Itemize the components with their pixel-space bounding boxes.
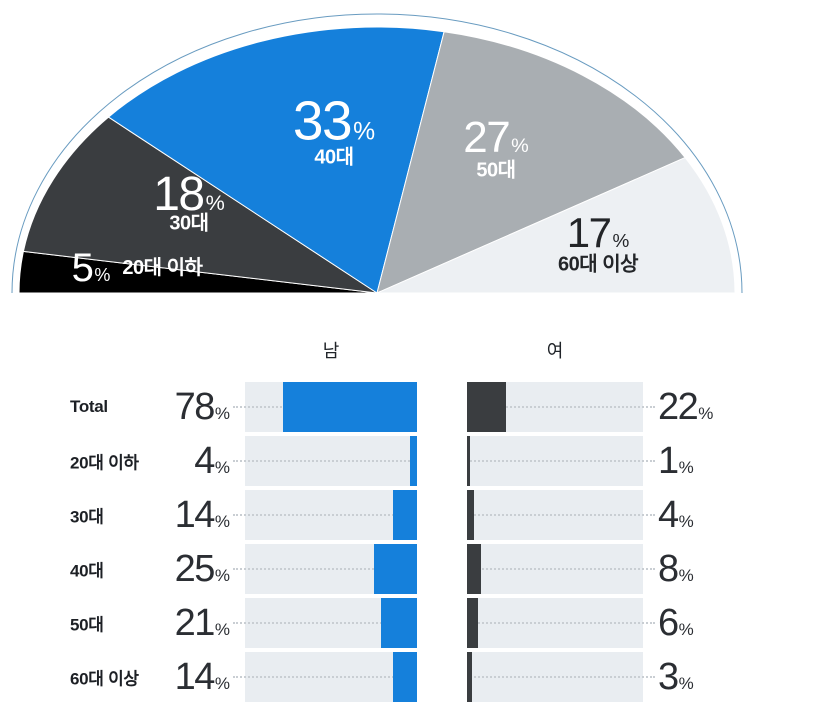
bar-row-3: 40대 25% 8%	[0, 544, 827, 594]
female-bar	[467, 436, 470, 486]
pie-outline-arc	[11, 13, 743, 294]
female-dotted-gridline	[467, 568, 655, 570]
age-distribution-half-pie: 5% 20대 이하 18% 30대 33% 40대 27% 50대 17% 60대 이상	[0, 0, 827, 335]
male-dotted-gridline	[233, 676, 417, 678]
pie-slice-category-group: 40대	[314, 146, 354, 169]
pie-slice-category-group: 60대 이상	[557, 253, 639, 276]
bar-row-4: 50대 21% 6%	[0, 598, 827, 648]
bar-row-2: 30대 14% 4%	[0, 490, 827, 540]
male-value-label: 4%	[194, 440, 230, 482]
male-unit-label: %	[214, 566, 230, 585]
female-unit-label: %	[678, 566, 694, 585]
pie-category-label: 60대 이상	[557, 253, 639, 276]
row-category-label: Total	[70, 397, 108, 416]
female-bar	[467, 598, 478, 648]
pie-unit-label: %	[205, 190, 225, 215]
male-value-label: 25%	[174, 548, 230, 590]
row-category-label: 40대	[70, 561, 104, 581]
pie-slice-value-group: 33%	[293, 93, 375, 149]
female-unit-label: %	[678, 674, 694, 693]
female-dotted-gridline	[467, 676, 655, 678]
female-value-label: 6%	[658, 602, 694, 644]
male-unit-label: %	[214, 620, 230, 639]
pie-value-label: 18%	[153, 168, 225, 221]
female-dotted-gridline	[467, 406, 655, 408]
pie-category-label: 40대	[314, 146, 354, 169]
pie-slice-category-group: 50대	[476, 159, 516, 182]
male-unit-label: %	[214, 674, 230, 693]
male-bar	[374, 544, 417, 594]
male-value-label: 14%	[174, 656, 230, 698]
female-dotted-gridline	[467, 514, 655, 516]
pie-wedge-4	[376, 156, 736, 294]
female-value-label: 1%	[658, 440, 694, 482]
male-dotted-gridline	[233, 568, 417, 570]
female-dotted-gridline	[467, 622, 655, 624]
pie-slice-value-group: 27%	[463, 116, 529, 160]
pie-unit-label: %	[612, 231, 630, 252]
male-column-header: 남	[322, 341, 340, 361]
bar-row-1: 20대 이하 4% 1%	[0, 436, 827, 486]
pie-slice-label-group: 5% 20대 이하	[72, 248, 203, 288]
pie-value-label: 33%	[292, 89, 376, 152]
male-bar	[392, 490, 417, 540]
bar-row-5: 60대 이상 14% 3%	[0, 652, 827, 702]
male-unit-label: %	[214, 404, 230, 423]
pie-category-label: 30대	[169, 212, 209, 235]
pie-unit-label: %	[353, 118, 376, 146]
pie-wedge-2	[107, 26, 445, 294]
pie-slice-value-group: 18%	[153, 171, 225, 219]
pie-slice-category-group: 30대	[169, 212, 209, 235]
female-bar	[467, 490, 474, 540]
female-value-label: 8%	[658, 548, 694, 590]
male-bar	[282, 382, 418, 432]
female-unit-label: %	[678, 512, 694, 531]
male-unit-label: %	[214, 512, 230, 531]
female-unit-label: %	[678, 458, 694, 477]
male-bar	[380, 598, 417, 648]
male-value-label: 78%	[174, 386, 230, 428]
row-category-label: 50대	[70, 615, 104, 635]
male-dotted-gridline	[233, 622, 417, 624]
female-bar	[467, 382, 506, 432]
male-dotted-gridline	[233, 460, 417, 462]
female-column-header: 여	[546, 341, 564, 361]
pie-slice-value-group: 17%	[567, 212, 630, 254]
row-category-label: 30대	[70, 507, 104, 527]
female-value-label: 3%	[658, 656, 694, 698]
female-bar	[467, 544, 482, 594]
male-bar	[392, 652, 417, 702]
pie-value-label: 27%	[463, 113, 529, 162]
bar-row-0: Total 78% 22%	[0, 382, 827, 432]
row-category-label: 60대 이상	[70, 669, 139, 689]
pie-unit-label: %	[511, 135, 529, 157]
pie-wedge-1	[22, 116, 378, 294]
female-value-label: 4%	[658, 494, 694, 536]
female-value-label: 22%	[658, 386, 714, 428]
male-value-label: 21%	[174, 602, 230, 644]
pie-wedge-3	[376, 31, 686, 294]
male-bar	[410, 436, 417, 486]
half-pie-svg	[11, 13, 743, 294]
female-unit-label: %	[678, 620, 694, 639]
female-dotted-gridline	[467, 460, 655, 462]
pie-unit-label: %	[94, 265, 111, 285]
pie-value-label: 5%	[71, 246, 111, 290]
pie-value-label: 17%	[566, 209, 630, 256]
male-unit-label: %	[214, 458, 230, 477]
row-category-label: 20대 이하	[70, 453, 139, 473]
male-dotted-gridline	[233, 514, 417, 516]
female-unit-label: %	[698, 404, 714, 423]
male-value-label: 14%	[174, 494, 230, 536]
pie-category-label: 20대 이하	[122, 257, 203, 279]
female-bar	[467, 652, 473, 702]
pie-category-label: 50대	[476, 159, 516, 182]
